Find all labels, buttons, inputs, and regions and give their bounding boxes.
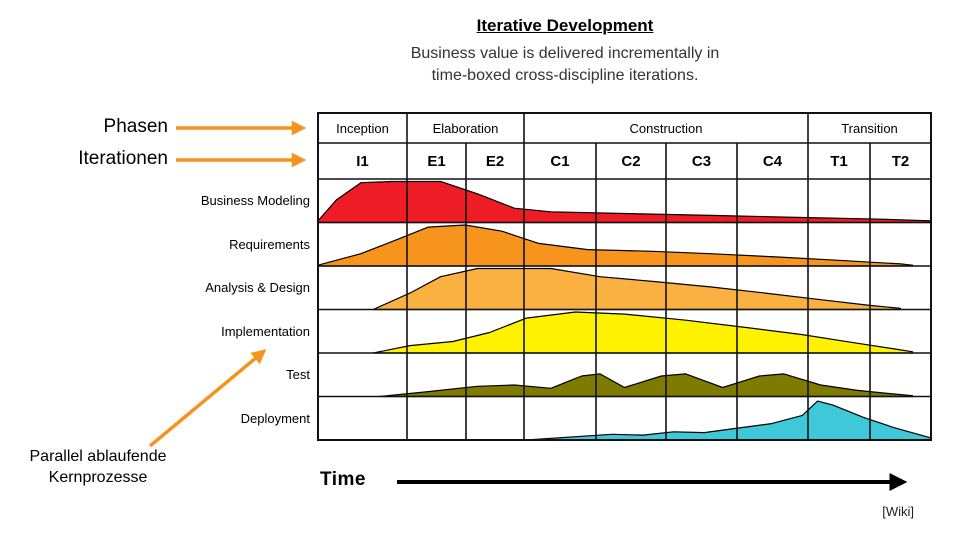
hump-implementation: [372, 311, 914, 354]
diagram-subtitle-line1: Business value is delivered incrementall…: [410, 45, 720, 62]
time-axis-label: Time: [320, 469, 367, 490]
parallel-processes-arrow: [148, 349, 267, 448]
hump-deployment: [525, 400, 932, 441]
parallel-processes-annotation-label: Parallel ablaufende Kernprozesse: [0, 446, 196, 488]
iterations-annotation-label: Iterationen: [78, 148, 168, 169]
chart-border: [317, 112, 932, 441]
title-block: Iterative Development Business value is …: [280, 16, 850, 87]
grid-layer: [317, 112, 932, 441]
hump-test: [378, 373, 914, 398]
phases-annotation-label: Phasen: [103, 116, 168, 137]
citation-label: [Wiki]: [882, 504, 914, 519]
parallel-label-line2: Kernprozesse: [48, 469, 148, 486]
hump-analysis-design: [372, 267, 902, 311]
hump-business-modeling: [317, 180, 932, 224]
parallel-label-line1: Parallel ablaufende: [29, 448, 167, 465]
diagram-subtitle-line2: time-boxed cross-discipline iterations.: [431, 67, 699, 84]
diagram-title: Iterative Development: [476, 16, 654, 35]
humps-layer: [317, 180, 932, 441]
annotation-arrows-layer: [148, 120, 908, 491]
